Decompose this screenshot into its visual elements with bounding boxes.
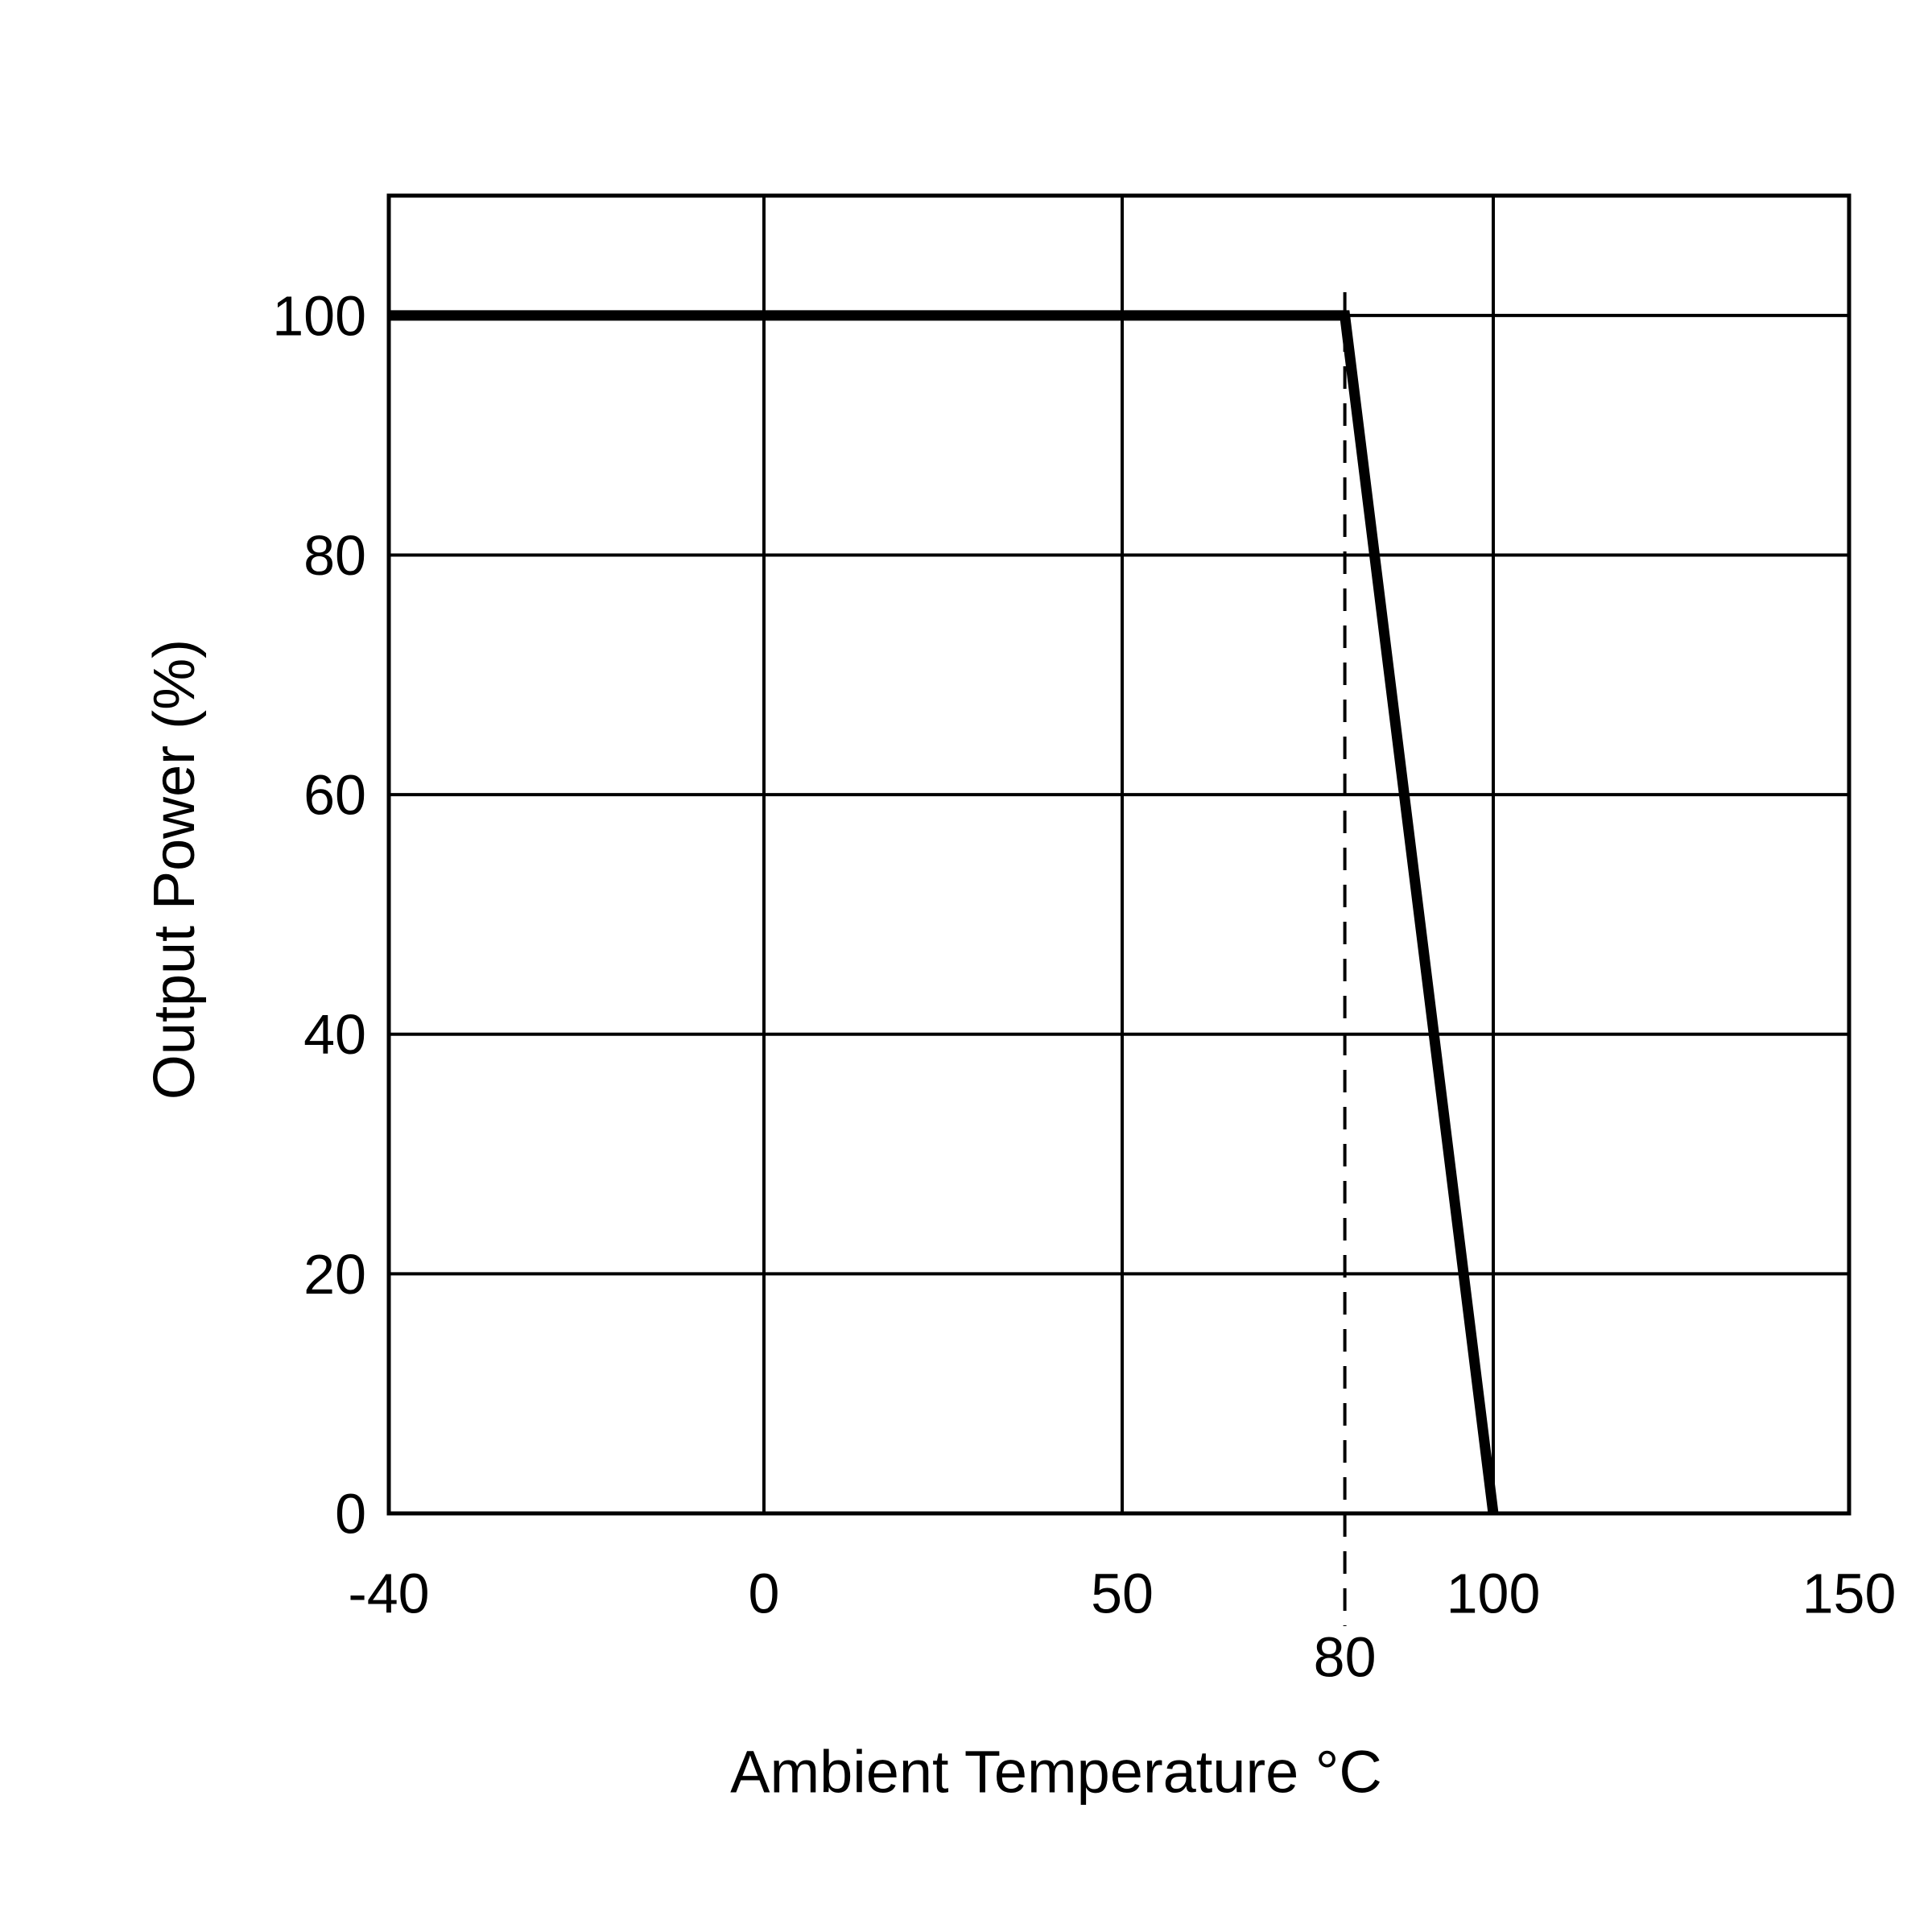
x-tick-label: 50 bbox=[1091, 1562, 1154, 1624]
y-axis-title: Output Power (%) bbox=[142, 639, 207, 1100]
data-line bbox=[389, 310, 1499, 1514]
x-axis-title: Ambient Temperature °C bbox=[730, 1739, 1382, 1806]
y-tick-label: 60 bbox=[303, 764, 366, 827]
y-tick-label: 80 bbox=[303, 524, 366, 587]
x-tick-label: -40 bbox=[348, 1562, 429, 1624]
x-tick-label: 100 bbox=[1447, 1562, 1541, 1624]
y-tick-label: 20 bbox=[303, 1243, 366, 1306]
y-tick-label: 40 bbox=[303, 1003, 366, 1066]
x-tick-label: 150 bbox=[1802, 1562, 1897, 1624]
reference-label: 80 bbox=[1314, 1625, 1377, 1688]
plot-frame bbox=[386, 193, 1852, 1516]
x-tick-label: 0 bbox=[749, 1562, 780, 1624]
y-tick-label: 100 bbox=[272, 284, 366, 347]
y-tick-label: 0 bbox=[335, 1482, 366, 1545]
